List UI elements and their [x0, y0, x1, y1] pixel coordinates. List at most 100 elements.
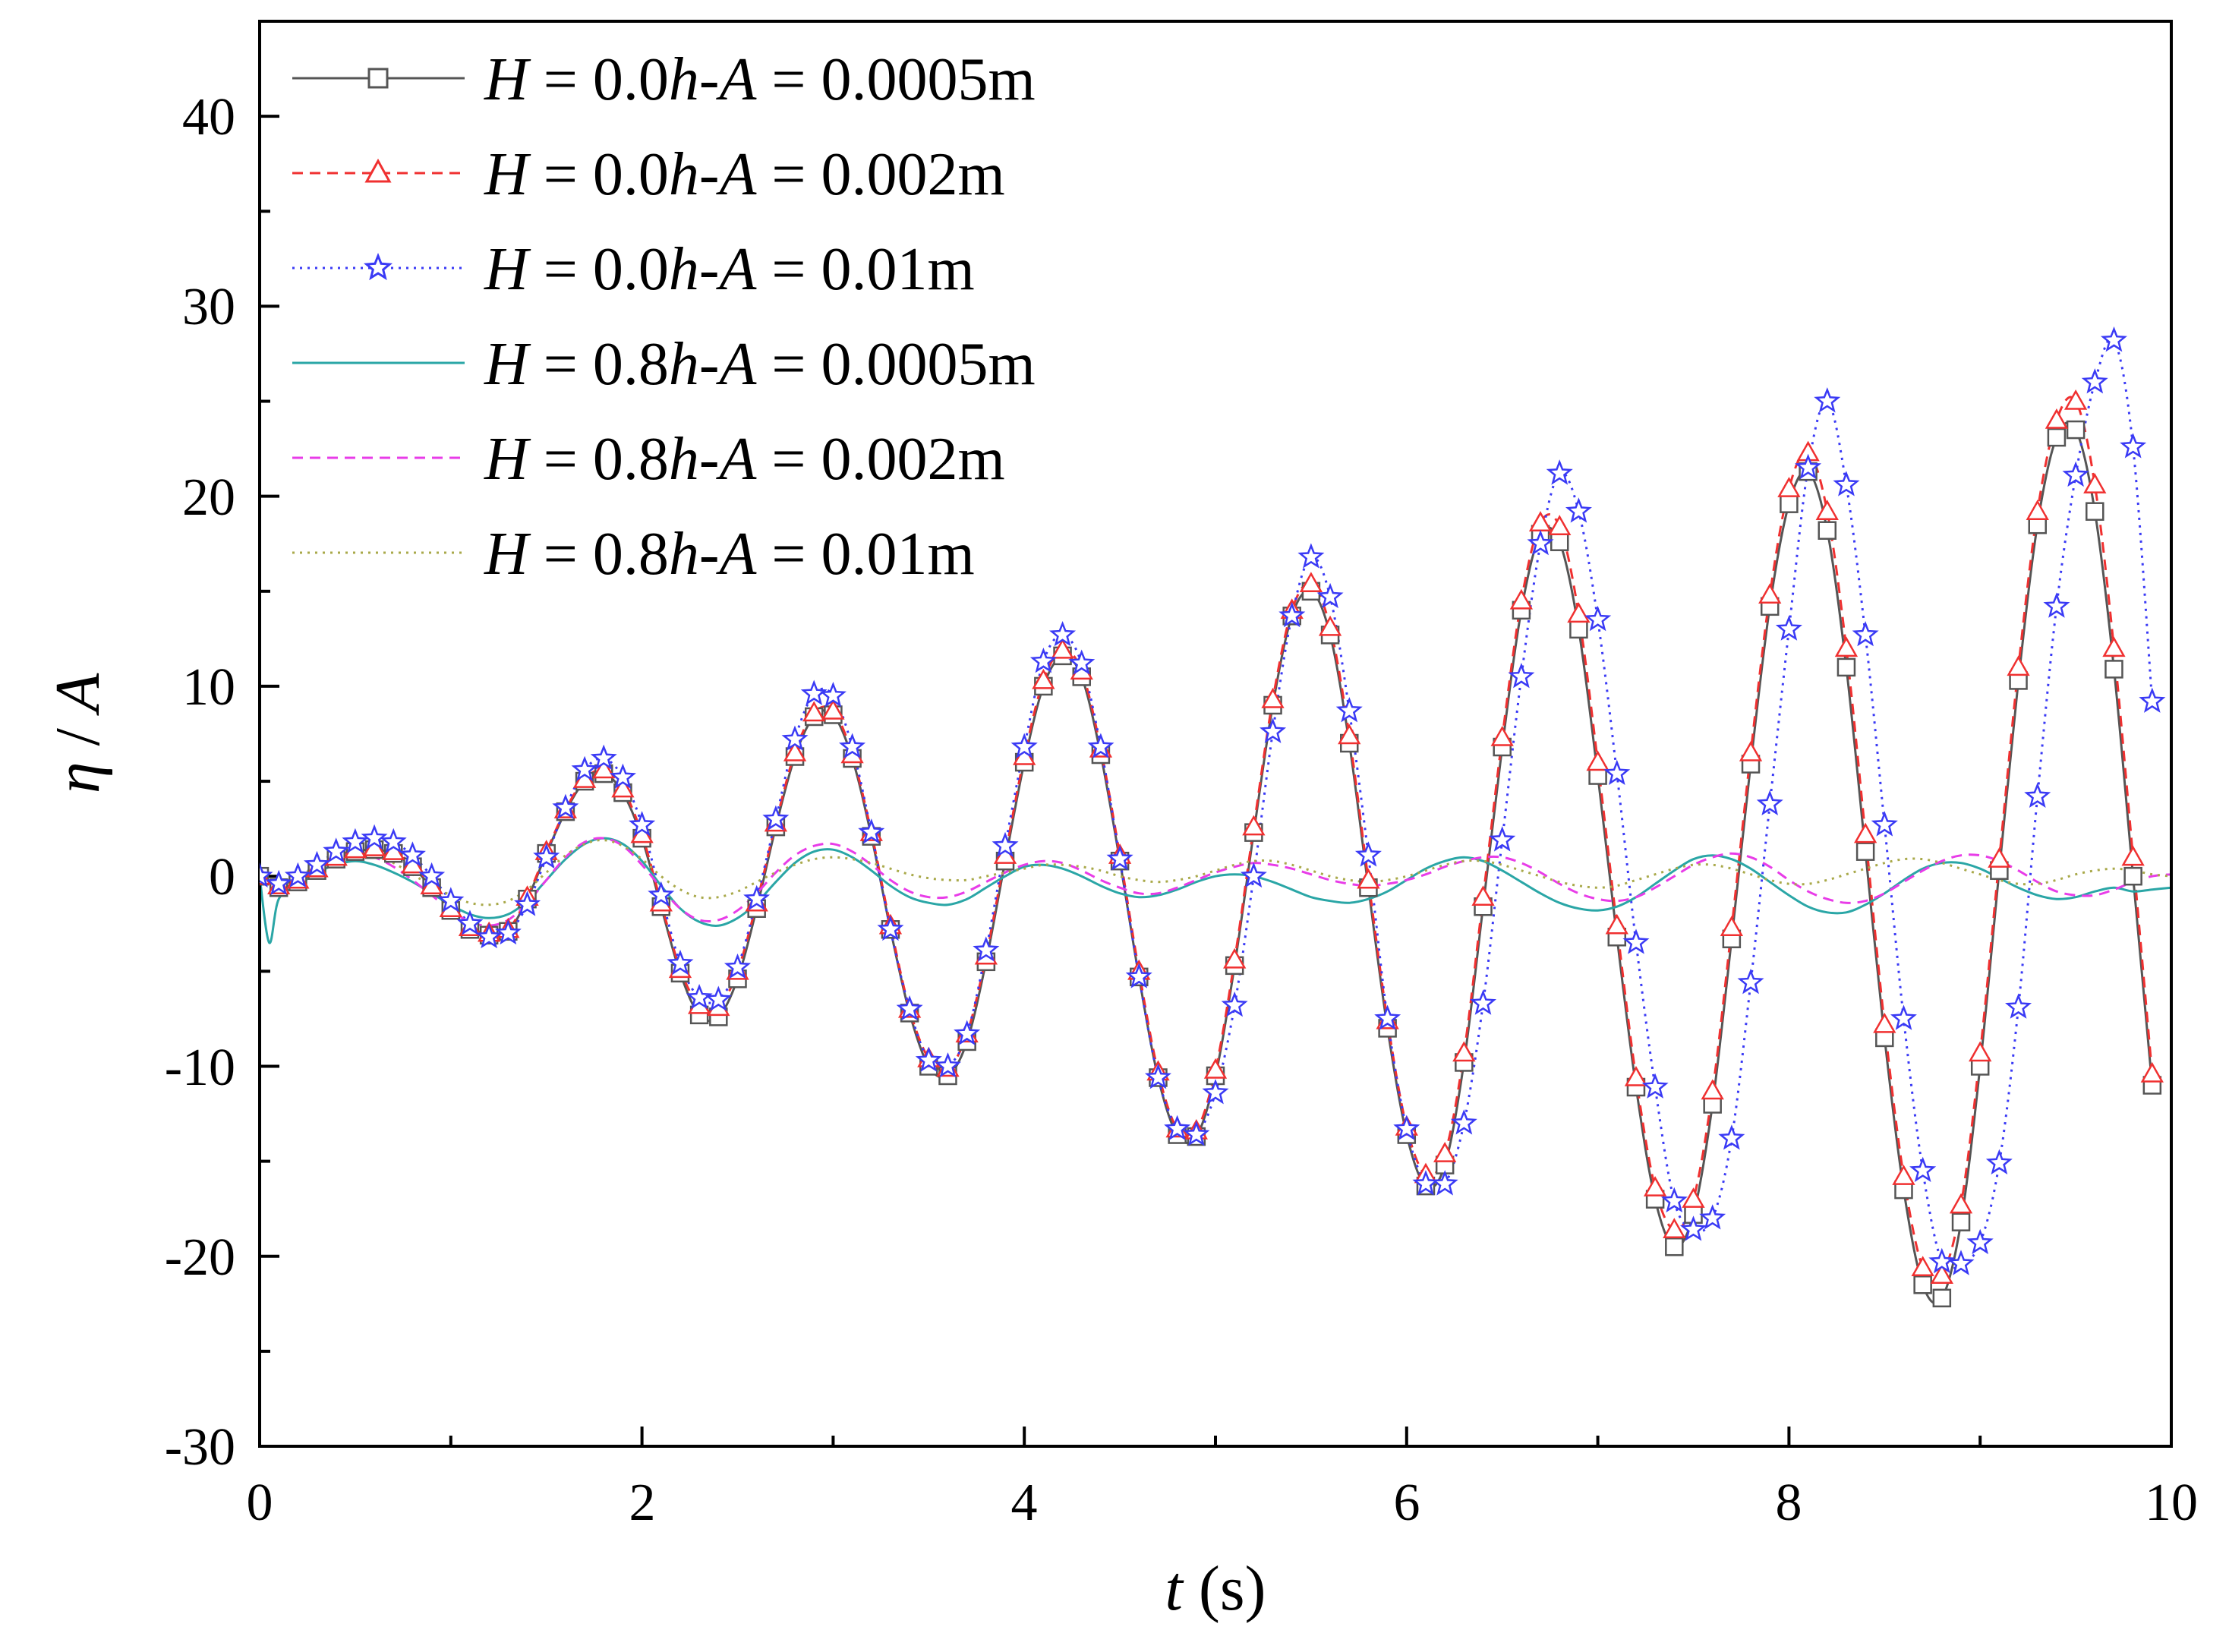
data-point-star [1049, 621, 1077, 647]
data-point-star [1278, 601, 1306, 628]
x-tick-label: 10 [2145, 1474, 2198, 1532]
legend-item: H = 0.0h-A = 0.002m [292, 141, 1005, 208]
data-point-triangle [1567, 602, 1591, 623]
data-point-star [2062, 461, 2089, 487]
data-point-star [629, 811, 656, 837]
data-point-triangle [2045, 408, 2069, 429]
legend-item: H = 0.8h-A = 0.0005m [292, 331, 1036, 398]
data-point-star [1431, 1170, 1458, 1196]
data-point-star [399, 841, 426, 867]
data-point-triangle [2102, 636, 2126, 657]
data-point-triangle [1624, 1065, 1648, 1086]
data-point-star [475, 922, 503, 949]
data-point-star [839, 733, 866, 758]
data-point-star [265, 869, 292, 896]
legend-swatch-triangle-marker [364, 158, 392, 183]
data-point-triangle [1873, 1012, 1896, 1033]
data-point-star [1756, 790, 1783, 815]
y-tick-label: 10 [182, 658, 235, 717]
x-tick-label: 0 [247, 1474, 273, 1532]
data-point-triangle [802, 701, 826, 722]
y-tick-label: 0 [209, 848, 235, 906]
y-axis-title: η / A [43, 673, 113, 793]
legend-label: H = 0.0h-A = 0.01m [484, 236, 975, 303]
data-point-triangle [1357, 868, 1380, 889]
y-tick-label: -20 [165, 1228, 235, 1287]
x-tick-label: 2 [629, 1474, 656, 1532]
data-point-star [1833, 471, 1860, 497]
data-point-star [323, 837, 350, 863]
data-point-star [1106, 845, 1133, 871]
data-point-star [1354, 841, 1382, 867]
data-point-star [1125, 963, 1152, 988]
data-point-triangle [1032, 668, 1055, 689]
data-point-triangle [1471, 885, 1495, 906]
data-point-star [648, 881, 675, 907]
x-tick-label: 6 [1394, 1474, 1420, 1532]
x-tick-label: 8 [1776, 1474, 1802, 1532]
data-point-star [1565, 497, 1592, 523]
data-point-star [992, 831, 1019, 858]
data-point-star [781, 725, 809, 751]
data-point-star [1546, 459, 1573, 485]
data-point-star [1202, 1079, 1229, 1105]
data-point-triangle [1452, 1041, 1476, 1062]
data-point-square [1665, 1237, 1684, 1256]
data-point-triangle [1299, 572, 1323, 593]
data-point-star [1029, 647, 1057, 673]
data-point-triangle [1643, 1176, 1667, 1196]
data-point-triangle [1490, 725, 1514, 746]
data-point-triangle [1720, 916, 1744, 937]
data-point-star [1966, 1228, 1994, 1255]
data-point-star [1947, 1250, 1975, 1275]
data-point-triangle [821, 698, 845, 720]
legend-item: H = 0.0h-A = 0.0005m [292, 46, 1036, 113]
data-point-star [552, 793, 579, 819]
data-point-square [1951, 1212, 1971, 1231]
data-point-star [762, 805, 790, 831]
data-point-star [2120, 433, 2147, 459]
x-axis-title: t (s) [1165, 1553, 1266, 1624]
data-point-star [590, 744, 617, 771]
data-point-triangle [592, 758, 616, 779]
data-point-star [2139, 687, 2166, 713]
data-point-star [1622, 928, 1650, 954]
series-line [260, 837, 2171, 927]
data-point-triangle [1988, 847, 2011, 868]
data-point-square [2086, 502, 2104, 521]
data-point-star [304, 850, 331, 877]
data-point-star [494, 919, 522, 945]
legend-label: H = 0.8h-A = 0.0005m [484, 331, 1036, 398]
data-point-triangle [1758, 583, 1782, 604]
data-point-triangle [2121, 845, 2145, 866]
data-point-star [1527, 529, 1554, 556]
data-point-star [2100, 326, 2127, 352]
data-point-star [533, 843, 560, 869]
data-point-star [1470, 989, 1497, 1015]
data-point-star [877, 915, 904, 941]
data-point-star [1890, 1004, 1917, 1030]
data-point-star [1928, 1247, 1956, 1274]
data-point-triangle [1701, 1079, 1724, 1100]
y-tick-label: 40 [182, 88, 235, 147]
data-point-star [705, 985, 732, 1011]
data-point-star [342, 828, 369, 854]
data-point-star [1489, 826, 1516, 852]
legend-label: H = 0.0h-A = 0.0005m [484, 46, 1036, 113]
legend-label: H = 0.8h-A = 0.002m [484, 426, 1005, 493]
data-point-star [896, 995, 923, 1021]
data-point-star [609, 763, 636, 789]
data-point-star [1260, 717, 1287, 743]
data-point-star [1297, 543, 1325, 569]
data-point-star [1374, 1004, 1401, 1030]
data-point-star [819, 681, 847, 708]
data-point-star [2081, 368, 2108, 394]
data-point-star [1795, 453, 1822, 480]
plot-frame [258, 20, 2173, 1448]
data-point-square [2066, 420, 2086, 440]
data-point-star [1240, 862, 1267, 888]
data-point-star [1737, 968, 1764, 995]
data-point-star [437, 887, 465, 913]
data-point-star [1221, 991, 1248, 1017]
